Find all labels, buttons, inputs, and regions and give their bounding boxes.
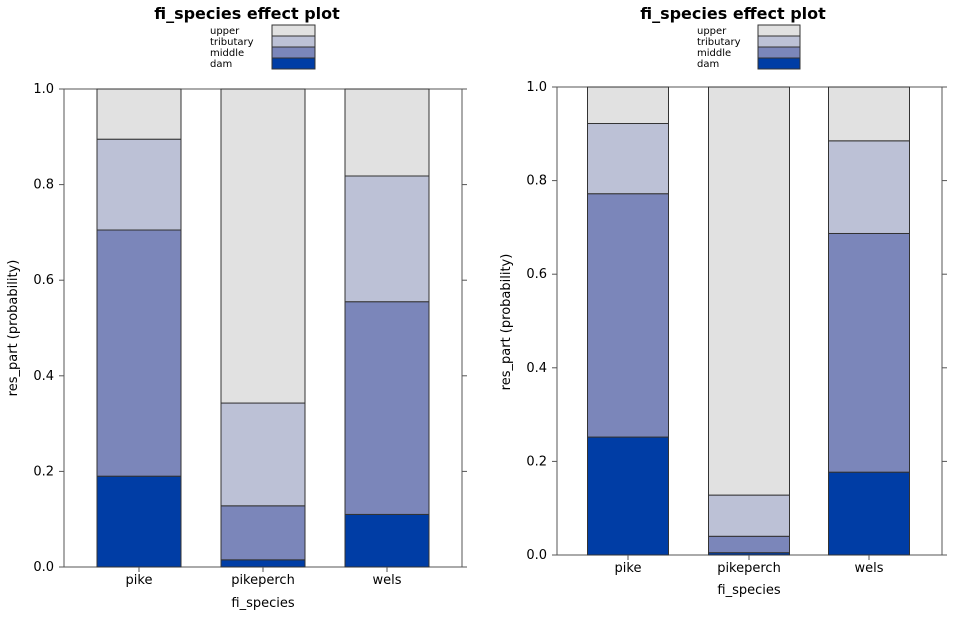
x-tick-label: pikeperch: [231, 573, 295, 588]
y-axis-label: res_part (probability): [499, 254, 514, 391]
y-tick-label: 0.4: [33, 369, 54, 384]
chart-title: fi_species effect plot: [640, 4, 826, 23]
bar-segment-middle-pikeperch: [220, 505, 306, 561]
legend-swatch: [271, 57, 316, 70]
y-tick-label: 1.0: [33, 82, 54, 97]
legend-label: middle: [697, 48, 731, 59]
bar-segment-middle-pike: [587, 193, 669, 438]
x-tick-label: pikeperch: [717, 561, 781, 576]
y-tick-label: 0.6: [33, 273, 54, 288]
y-tick-label: 0.2: [33, 464, 54, 479]
panel-left: fi_species effect plot res_part (probabi…: [6, 4, 463, 611]
legend-swatch: [757, 35, 801, 48]
y-tick-label: 0.8: [526, 174, 547, 189]
bar-segment-dam-wels: [828, 471, 910, 556]
legend-label: dam: [697, 59, 719, 70]
x-tick-label: wels: [372, 573, 401, 588]
legend-label: upper: [697, 26, 727, 37]
legend-swatch: [757, 46, 801, 59]
bar-segment-middle-wels: [344, 301, 430, 515]
y-tick-label: 0.0: [33, 560, 54, 575]
x-tick-label: pike: [615, 561, 642, 576]
bar-segment-dam-wels: [344, 513, 430, 568]
bar-segment-tributary-wels: [828, 140, 910, 234]
legend-swatch: [271, 24, 316, 37]
y-tick-label: 0.8: [33, 178, 54, 193]
bar-segment-dam-pike: [96, 475, 182, 568]
legend-swatch: [757, 57, 801, 70]
bar-segment-upper-pike: [587, 86, 669, 125]
x-axis-label: fi_species: [717, 583, 780, 598]
legend-label: tributary: [697, 37, 741, 48]
bar-segment-upper-wels: [828, 86, 910, 142]
bar-segment-upper-wels: [344, 88, 430, 177]
y-tick-label: 0.6: [526, 267, 547, 282]
bar-segment-upper-pikeperch: [708, 86, 790, 496]
bar-segment-tributary-pikeperch: [220, 402, 306, 507]
legend-label: tributary: [210, 37, 254, 48]
bar-segment-dam-pikeperch: [220, 559, 306, 568]
x-axis-label: fi_species: [231, 596, 294, 611]
y-tick-label: 0.4: [526, 361, 547, 376]
legend-swatch: [757, 24, 801, 37]
bar-segment-upper-pikeperch: [220, 88, 306, 404]
y-axis-label: res_part (probability): [6, 260, 21, 397]
bar-segment-dam-pike: [587, 436, 669, 556]
bar-segment-tributary-pike: [587, 123, 669, 195]
bar-segment-upper-pike: [96, 88, 182, 140]
bar-segment-middle-pikeperch: [708, 535, 790, 554]
bar-segment-tributary-wels: [344, 175, 430, 303]
x-tick-label: wels: [854, 561, 883, 576]
chart-title: fi_species effect plot: [154, 4, 340, 23]
legend-label: middle: [210, 48, 244, 59]
bar-segment-middle-wels: [828, 232, 910, 473]
y-tick-label: 1.0: [526, 80, 547, 95]
bar-segment-tributary-pikeperch: [708, 494, 790, 537]
legend-label: upper: [210, 26, 240, 37]
y-tick-label: 0.0: [526, 548, 547, 563]
x-tick-label: pike: [126, 573, 153, 588]
legend-swatch: [271, 46, 316, 59]
y-tick-label: 0.2: [526, 454, 547, 469]
bar-segment-middle-pike: [96, 229, 182, 477]
bar-segment-tributary-pike: [96, 138, 182, 231]
legend-label: dam: [210, 59, 232, 70]
legend-swatch: [271, 35, 316, 48]
